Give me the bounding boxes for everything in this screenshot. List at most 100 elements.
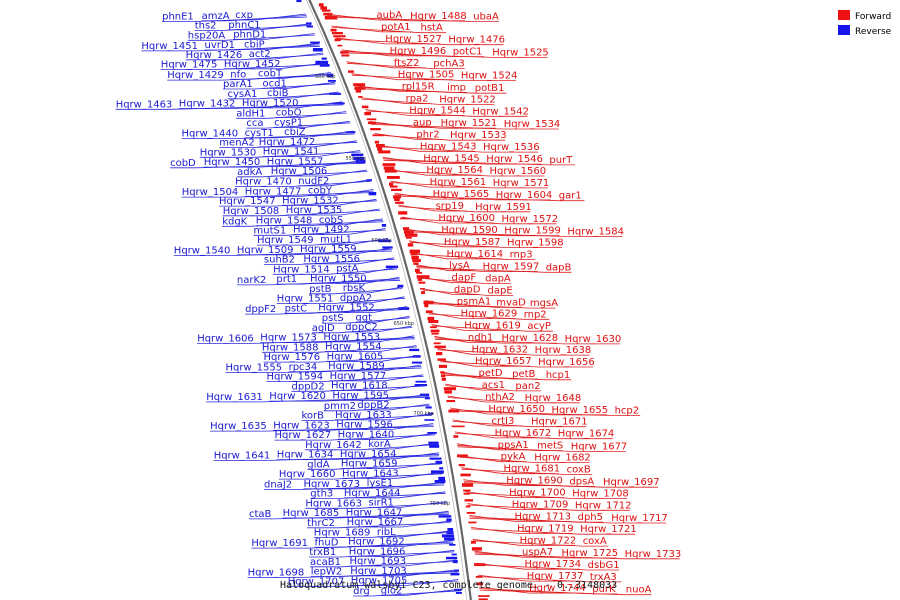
label-leader-line <box>340 551 455 558</box>
reverse-gene-label: Hqrw_1705 <box>351 576 408 587</box>
forward-gene-label: Hqrw_1564 <box>426 165 483 176</box>
label-leader-lines <box>115 13 680 597</box>
label-leader-line <box>313 140 357 148</box>
label-leader-line <box>469 518 612 524</box>
label-leader-line <box>318 356 420 363</box>
label-leader-line <box>437 349 535 356</box>
reverse-gene-label: Hqrw_1659 <box>341 459 398 470</box>
forward-gene <box>438 364 447 368</box>
label-leader-line <box>382 156 424 164</box>
label-leader-line <box>267 112 347 119</box>
forward-gene-label: Hqrw_1542 <box>472 106 529 117</box>
label-leader-line <box>266 122 351 129</box>
label-leader-line <box>386 168 427 176</box>
label-leader-line <box>402 218 502 225</box>
forward-gene <box>364 112 371 116</box>
reverse-gene <box>446 518 452 522</box>
reverse-gene-label: Hqrw_1451 <box>141 41 198 52</box>
forward-gene <box>464 499 473 502</box>
label-leader-line <box>471 528 581 535</box>
reverse-gene-label: Hqrw_1667 <box>347 517 404 528</box>
reverse-gene-label: hsp20A <box>188 30 226 41</box>
reverse-gene-label: Hqrw_1605 <box>327 351 384 362</box>
reverse-gene-label: Hqrw_1691 <box>251 538 308 549</box>
forward-gene-label: Hqrw_1690 <box>506 476 563 487</box>
reverse-gene-label: nfo <box>230 69 246 80</box>
forward-gene <box>478 595 490 597</box>
reverse-gene-label: Hqrw_1509 <box>237 245 294 256</box>
reverse-gene-label: Hqrw_1692 <box>348 537 405 548</box>
legend-label-forward: Forward <box>855 12 891 22</box>
label-leader-line <box>302 572 458 578</box>
reverse-gene-label: cxp <box>235 10 253 21</box>
label-leader-line <box>380 345 417 352</box>
label-leader-line <box>261 396 428 403</box>
reverse-gene-label: ths2 <box>195 21 217 32</box>
reverse-gene-label: Hqrw_1559 <box>300 244 357 255</box>
label-leader-line <box>236 192 375 198</box>
label-leader-line <box>295 258 395 265</box>
label-leader-line <box>328 268 398 275</box>
forward-gene-label: aubA <box>377 10 403 21</box>
forward-gene <box>393 195 401 199</box>
label-leader-line <box>325 169 367 177</box>
reverse-gene <box>319 64 330 67</box>
label-leader-line <box>268 279 401 286</box>
label-leader-line <box>412 252 447 260</box>
reverse-gene-label: suhB2 <box>264 255 295 266</box>
reverse-gene <box>425 406 432 409</box>
reverse-gene-label: Hqrw_1472 <box>259 137 316 148</box>
reverse-gene-label: Hqrw_1623 <box>273 420 330 431</box>
reverse-gene-label: gldA <box>307 459 329 470</box>
label-leader-line <box>378 144 420 152</box>
forward-gene-label: Hqrw_1536 <box>483 142 540 153</box>
label-leader-line <box>365 110 473 117</box>
reverse-gene-label: Hqrw_1689 <box>314 528 371 539</box>
forward-gene-label: dph5 <box>578 512 603 523</box>
forward-gene-label: acs1 <box>482 380 505 391</box>
reverse-gene-label: Hqrw_1514 <box>273 264 330 275</box>
label-leader-line <box>331 27 421 34</box>
forward-gene-label: potC1 <box>453 47 483 58</box>
forward-gene-label: purT <box>549 155 573 166</box>
forward-gene <box>378 150 391 154</box>
reverse-gene-label: phnC1 <box>228 20 260 31</box>
reverse-gene <box>409 348 420 352</box>
reverse-gene-label: Hqrw_1554 <box>325 342 382 353</box>
reverse-gene <box>397 284 404 288</box>
reverse-gene-label: mutL1 <box>320 234 352 245</box>
reverse-gene-label: cysT1 <box>245 128 274 139</box>
label-leader-line <box>378 335 415 343</box>
reverse-gene-label: Hqrw_1643 <box>342 468 399 479</box>
label-leader-line <box>265 426 434 432</box>
forward-gene-label: srp19 <box>436 201 464 212</box>
reverse-gene-label: Hqrw_1588 <box>262 342 319 353</box>
label-leader-line <box>447 397 525 404</box>
forward-gene <box>383 166 395 170</box>
forward-gene-label: Hqrw_1722 <box>520 535 577 546</box>
forward-gene <box>424 304 429 308</box>
forward-gene-label: Hqrw_1598 <box>507 238 564 249</box>
forward-gene-label: Hqrw_1648 <box>525 393 582 404</box>
label-leader-line <box>316 346 417 353</box>
reverse-gene-label: Hqrw_1535 <box>286 205 343 216</box>
forward-gene-label: dapD <box>454 285 481 296</box>
forward-gene-label: Hqrw_1496 <box>390 46 447 57</box>
reverse-gene-label: Hqrw_1663 <box>305 498 362 509</box>
reverse-gene <box>438 476 445 480</box>
reverse-gene-label: mutS1 <box>254 225 287 236</box>
legend-swatch-reverse <box>838 25 850 35</box>
label-leader-line <box>262 171 368 178</box>
reverse-gene <box>351 153 364 156</box>
reverse-gene-label: Hqrw_1576 <box>264 352 321 363</box>
reverse-gene-label: ctaB <box>249 509 272 520</box>
reverse-gene-label: dppF2 <box>245 304 276 315</box>
forward-gene-label: Hqrw_1656 <box>538 357 595 368</box>
forward-gene-label: Hqrw_1600 <box>438 213 495 224</box>
forward-gene <box>394 198 400 201</box>
reverse-gene-label: korA <box>368 439 391 450</box>
reverse-gene-label: Hqrw_1440 <box>182 129 239 140</box>
reverse-gene-label: cysP1 <box>274 117 303 128</box>
reverse-gene-label: dppB2 <box>357 400 389 411</box>
forward-gene <box>428 320 439 323</box>
